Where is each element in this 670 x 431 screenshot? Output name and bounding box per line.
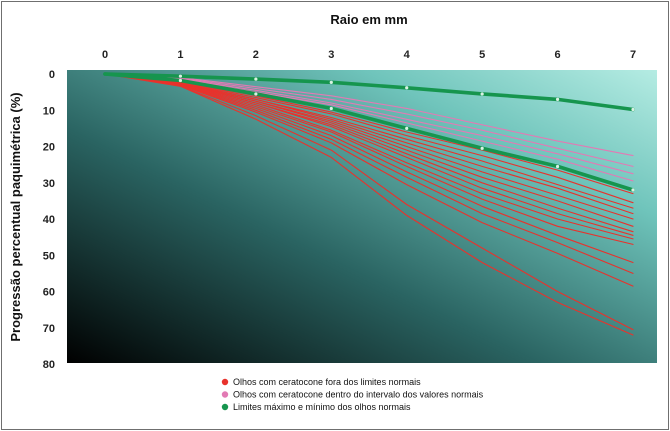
series-point xyxy=(555,97,560,101)
series-point xyxy=(631,188,635,192)
series-point xyxy=(631,107,635,112)
series-point xyxy=(555,164,560,169)
series-line-outside-normal-13 xyxy=(104,73,634,236)
series-point xyxy=(329,106,333,111)
legend-label: Limites máximo e mínimo dos olhos normai… xyxy=(233,402,411,412)
y-tick-label: 80 xyxy=(43,359,55,371)
legend-label: Olhos com ceratocone fora dos limites no… xyxy=(233,377,421,387)
series-point xyxy=(178,74,183,78)
series-line-outside-normal-20 xyxy=(104,73,634,336)
series-line-outside-normal-18 xyxy=(104,73,634,287)
series-point xyxy=(254,92,258,96)
x-tick-label: 4 xyxy=(404,49,411,61)
series-point xyxy=(329,80,333,84)
y-tick-label: 70 xyxy=(43,323,55,335)
y-tick-label: 50 xyxy=(43,250,55,262)
x-tick-label: 6 xyxy=(555,49,561,61)
x-tick-label: 3 xyxy=(328,49,334,61)
legend-marker xyxy=(221,403,229,411)
y-tick-label: 60 xyxy=(43,287,55,299)
series-point xyxy=(480,146,484,150)
x-tick-label: 7 xyxy=(630,49,636,61)
x-tick-label: 5 xyxy=(479,49,485,61)
series-line-within-normal-3 xyxy=(104,73,634,167)
series-line-outside-normal-14 xyxy=(104,73,634,240)
series-line-outside-normal-9 xyxy=(104,73,634,215)
y-tick-label: 20 xyxy=(43,142,55,154)
series-point xyxy=(405,86,409,90)
y-tick-label: 0 xyxy=(49,69,55,81)
series-point xyxy=(254,77,258,81)
series-point xyxy=(178,78,183,83)
legend-label: Olhos com ceratocone dentro do intervalo… xyxy=(233,390,484,400)
legend-marker xyxy=(221,378,229,386)
legend-marker xyxy=(221,391,229,398)
series-line-outside-normal-16 xyxy=(104,73,634,264)
legend: Olhos com ceratocone fora dos limites no… xyxy=(221,377,484,412)
x-axis-ticks: 0 1 2 3 4 5 6 7 xyxy=(102,49,636,61)
series-line-outside-normal-19 xyxy=(104,73,634,331)
x-tick-label: 2 xyxy=(253,49,259,61)
y-axis-ticks: 0 10 20 30 40 50 60 70 80 xyxy=(43,69,55,371)
series-line-normal-limit-0 xyxy=(103,72,635,112)
x-tick-label: 0 xyxy=(102,49,108,61)
y-tick-label: 30 xyxy=(43,178,55,190)
y-tick-label: 40 xyxy=(43,214,55,226)
y-tick-label: 10 xyxy=(43,105,55,117)
series-lines xyxy=(103,72,635,336)
series-line-normal-limit-1 xyxy=(103,72,635,192)
plot-area xyxy=(67,70,657,363)
series-point xyxy=(405,126,409,130)
series-point xyxy=(480,92,484,96)
series-line-within-normal-2 xyxy=(104,73,634,157)
x-tick-label: 1 xyxy=(177,49,183,61)
x-axis-title: Raio em mm xyxy=(330,12,407,27)
y-axis-title: Progressão percentual paquimétrica (%) xyxy=(8,92,23,341)
